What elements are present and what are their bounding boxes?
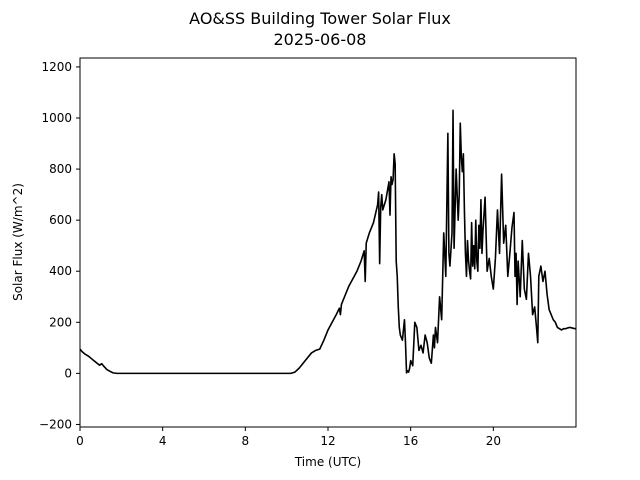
x-tick-label: 8 <box>242 434 250 448</box>
y-tick-label: 800 <box>49 162 72 176</box>
x-tick-label: 16 <box>403 434 418 448</box>
plot-frame <box>79 57 577 428</box>
chart-title: AO&SS Building Tower Solar Flux <box>189 9 451 28</box>
x-tick-label: 4 <box>159 434 167 448</box>
x-axis-label: Time (UTC) <box>294 455 361 469</box>
y-tick-label: 600 <box>49 213 72 227</box>
y-tick-label: 1000 <box>41 111 72 125</box>
y-tick-label: −200 <box>39 417 72 431</box>
y-tick-label: 1200 <box>41 60 72 74</box>
x-tick-label: 20 <box>486 434 501 448</box>
x-tick-label: 12 <box>320 434 335 448</box>
y-tick-label: 200 <box>49 315 72 329</box>
y-tick-label: 0 <box>64 366 72 380</box>
x-tick-label: 0 <box>76 434 84 448</box>
y-tick-label: 400 <box>49 264 72 278</box>
chart-subtitle: 2025-06-08 <box>274 30 367 49</box>
y-axis-label: Solar Flux (W/m^2) <box>11 183 25 301</box>
series-line <box>80 109 576 375</box>
